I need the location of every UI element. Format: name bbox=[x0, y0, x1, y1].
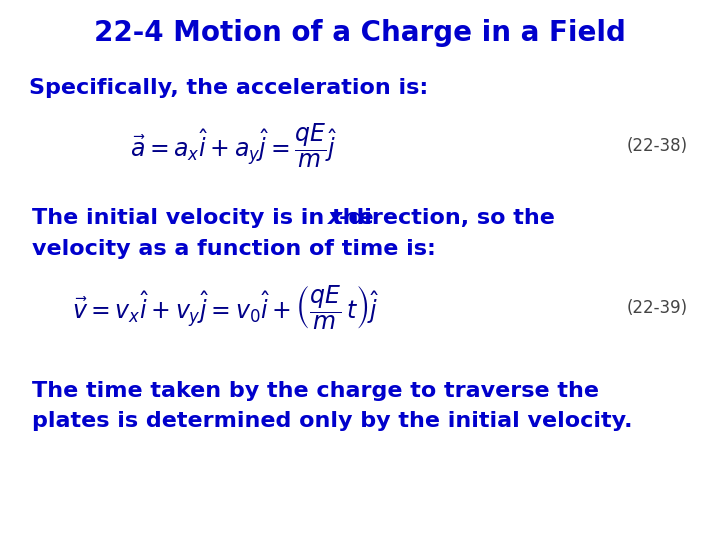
Text: Specifically, the acceleration is:: Specifically, the acceleration is: bbox=[29, 78, 428, 98]
Text: x: x bbox=[328, 208, 343, 228]
Text: -direction, so the: -direction, so the bbox=[339, 208, 555, 228]
Text: $\vec{a} = a_x\hat{i} + a_y\hat{j} = \dfrac{qE}{m}\hat{j}$: $\vec{a} = a_x\hat{i} + a_y\hat{j} = \df… bbox=[130, 122, 337, 170]
Text: $\vec{v} = v_x\hat{i} + v_y\hat{j} = v_0\hat{i} + \left(\dfrac{qE}{m}\,t\right)\: $\vec{v} = v_x\hat{i} + v_y\hat{j} = v_0… bbox=[72, 284, 379, 332]
Text: The initial velocity is in the: The initial velocity is in the bbox=[32, 208, 382, 228]
Text: plates is determined only by the initial velocity.: plates is determined only by the initial… bbox=[32, 411, 633, 431]
Text: (22-38): (22-38) bbox=[626, 137, 688, 155]
Text: (22-39): (22-39) bbox=[626, 299, 688, 317]
Text: The time taken by the charge to traverse the: The time taken by the charge to traverse… bbox=[32, 381, 599, 401]
Text: velocity as a function of time is:: velocity as a function of time is: bbox=[32, 239, 436, 259]
Text: 22-4 Motion of a Charge in a Field: 22-4 Motion of a Charge in a Field bbox=[94, 19, 626, 47]
